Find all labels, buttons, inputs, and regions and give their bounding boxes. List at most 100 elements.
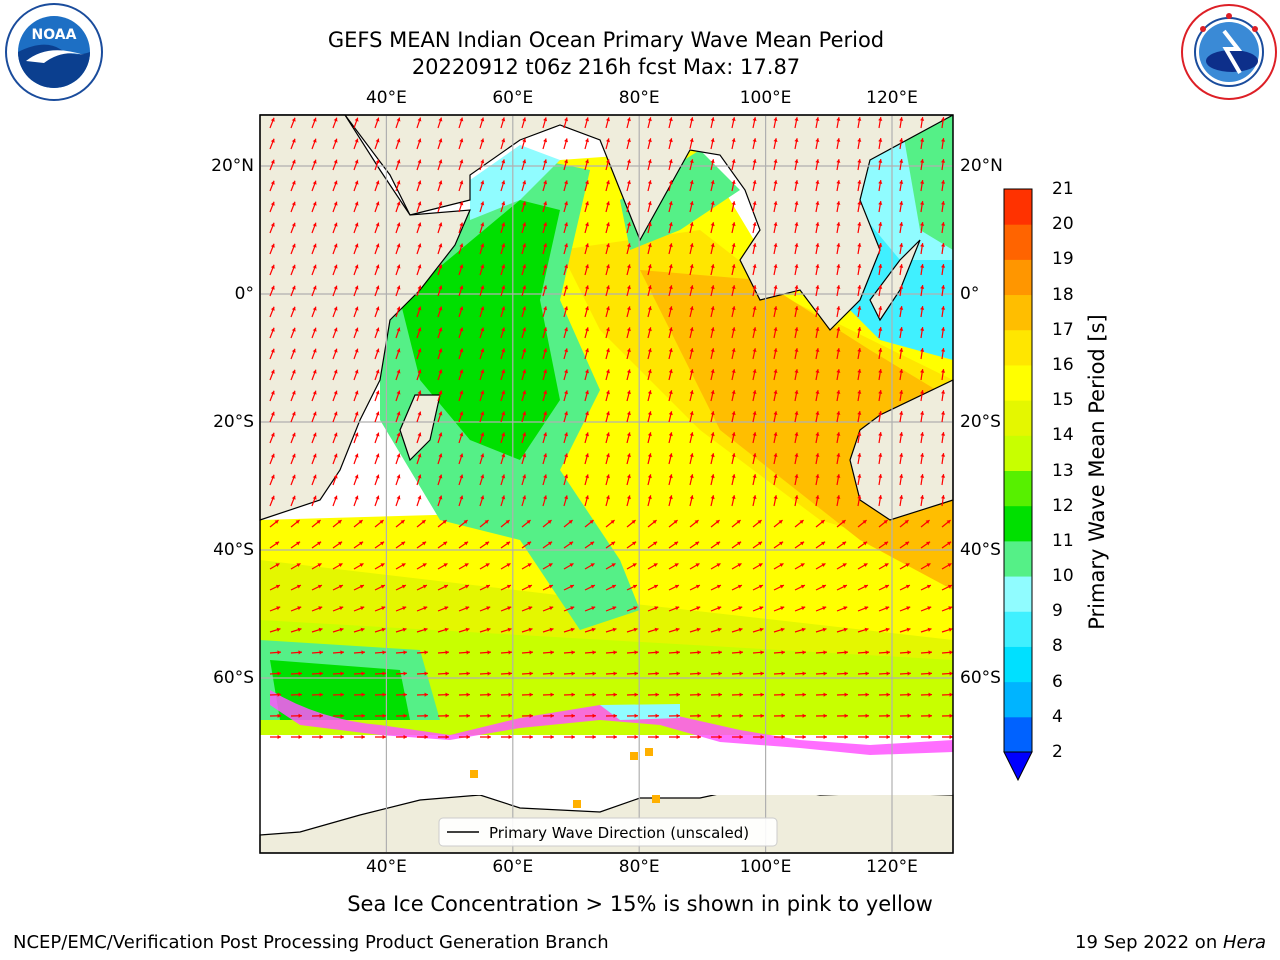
arrow-head bbox=[543, 390, 548, 395]
arrow-head bbox=[291, 327, 296, 332]
arrow-head bbox=[731, 243, 736, 248]
colorbar-tick-label: 14 bbox=[1052, 425, 1074, 446]
arrow-head bbox=[459, 201, 464, 206]
arrow-head bbox=[354, 117, 359, 122]
arrow-head bbox=[802, 671, 806, 676]
arrow-head bbox=[836, 117, 841, 121]
arrow-head bbox=[298, 671, 302, 676]
arrow-head bbox=[507, 627, 512, 632]
arrow-head bbox=[359, 541, 364, 546]
arrow-head bbox=[752, 180, 757, 185]
arrow-head bbox=[886, 650, 890, 655]
arrow-head bbox=[605, 495, 610, 500]
arrow-head bbox=[654, 627, 659, 632]
arrow-head bbox=[928, 650, 932, 655]
chart-title: GEFS MEAN Indian Ocean Primary Wave Mean… bbox=[327, 28, 885, 52]
arrow-head bbox=[647, 306, 652, 311]
arrow-head bbox=[484, 520, 489, 524]
arrow-head bbox=[464, 541, 469, 546]
arrow-head bbox=[550, 650, 554, 655]
arrow-head bbox=[354, 327, 359, 332]
arrow-head bbox=[424, 692, 428, 697]
arrow-head bbox=[697, 671, 701, 676]
arrow-head bbox=[571, 734, 575, 740]
arrow-head bbox=[689, 348, 694, 353]
footer-host: Hera bbox=[1222, 932, 1266, 953]
colorbar-bin bbox=[1004, 400, 1032, 436]
arrow-head bbox=[947, 563, 952, 567]
arrow-head bbox=[333, 201, 338, 206]
arrow-head bbox=[592, 671, 596, 676]
arrow-head bbox=[382, 734, 386, 740]
arrow-head bbox=[605, 432, 610, 437]
lon-tick-top: 60°E bbox=[492, 88, 534, 108]
arrow-head bbox=[297, 627, 302, 632]
arrow-head bbox=[465, 627, 470, 632]
arrow-head bbox=[752, 495, 757, 500]
arrow-head bbox=[485, 541, 490, 546]
arrow-head bbox=[459, 474, 464, 479]
arrow-head bbox=[464, 584, 469, 589]
arrow-head bbox=[794, 327, 799, 331]
arrow-head bbox=[836, 159, 841, 163]
arrow-head bbox=[760, 650, 764, 655]
arrow-head bbox=[487, 734, 491, 740]
arrow-head bbox=[375, 348, 380, 353]
colorbar-tick-label: 16 bbox=[1052, 354, 1074, 375]
arrow-head bbox=[731, 432, 736, 437]
arrow-head bbox=[878, 285, 883, 289]
arrow-head bbox=[626, 390, 631, 395]
arrow-head bbox=[605, 474, 610, 479]
arrow-head bbox=[423, 606, 428, 611]
arrow-head bbox=[710, 327, 715, 332]
arrow-head bbox=[739, 650, 743, 655]
arrow-head bbox=[522, 222, 527, 227]
arrow-head bbox=[802, 734, 806, 740]
arrow-head bbox=[527, 584, 532, 589]
arrow-head bbox=[668, 495, 673, 500]
arrow-head bbox=[585, 411, 589, 416]
arrow-head bbox=[815, 264, 820, 268]
arrow-head bbox=[694, 520, 699, 524]
arrow-head bbox=[884, 541, 889, 546]
colorbar-tick-label: 13 bbox=[1052, 460, 1074, 481]
arrow-head bbox=[528, 606, 533, 611]
arrow-head bbox=[354, 180, 359, 185]
arrow-head bbox=[836, 432, 841, 436]
arrow-head bbox=[758, 563, 763, 567]
arrow-head bbox=[836, 474, 841, 478]
arrow-head bbox=[417, 243, 422, 248]
arrow-head bbox=[333, 306, 338, 311]
arrow-head bbox=[501, 306, 506, 311]
arrow-head bbox=[857, 285, 862, 289]
arrow-head bbox=[417, 495, 422, 500]
arrow-head bbox=[354, 453, 359, 458]
arrow-head bbox=[865, 671, 869, 676]
arrow-head bbox=[291, 411, 296, 416]
arrow-head bbox=[647, 411, 652, 416]
arrow-head bbox=[466, 650, 470, 655]
arrow-head bbox=[585, 327, 589, 332]
arrow-head bbox=[396, 474, 401, 479]
arrow-head bbox=[949, 692, 953, 697]
arrow-head bbox=[396, 411, 401, 416]
arrow-head bbox=[422, 584, 427, 589]
arrow-head bbox=[752, 327, 757, 332]
arrow-head bbox=[857, 264, 862, 268]
arrow-head bbox=[270, 327, 275, 332]
arrow-head bbox=[382, 671, 386, 676]
arrow-head bbox=[480, 285, 485, 290]
arrow-head bbox=[899, 474, 904, 478]
arrow-head bbox=[647, 474, 652, 479]
arrow-head bbox=[886, 734, 890, 740]
lon-tick-bottom: 80°E bbox=[618, 857, 660, 877]
arrow-head bbox=[333, 285, 338, 290]
arrow-head bbox=[647, 285, 652, 290]
arrow-head bbox=[424, 671, 428, 676]
arrow-head bbox=[543, 138, 548, 143]
footer-date: 19 Sep 2022 on bbox=[1075, 932, 1223, 953]
arrow-head bbox=[522, 411, 527, 416]
arrow-head bbox=[773, 453, 778, 457]
arrow-head bbox=[528, 627, 533, 632]
arrow-head bbox=[696, 606, 701, 611]
